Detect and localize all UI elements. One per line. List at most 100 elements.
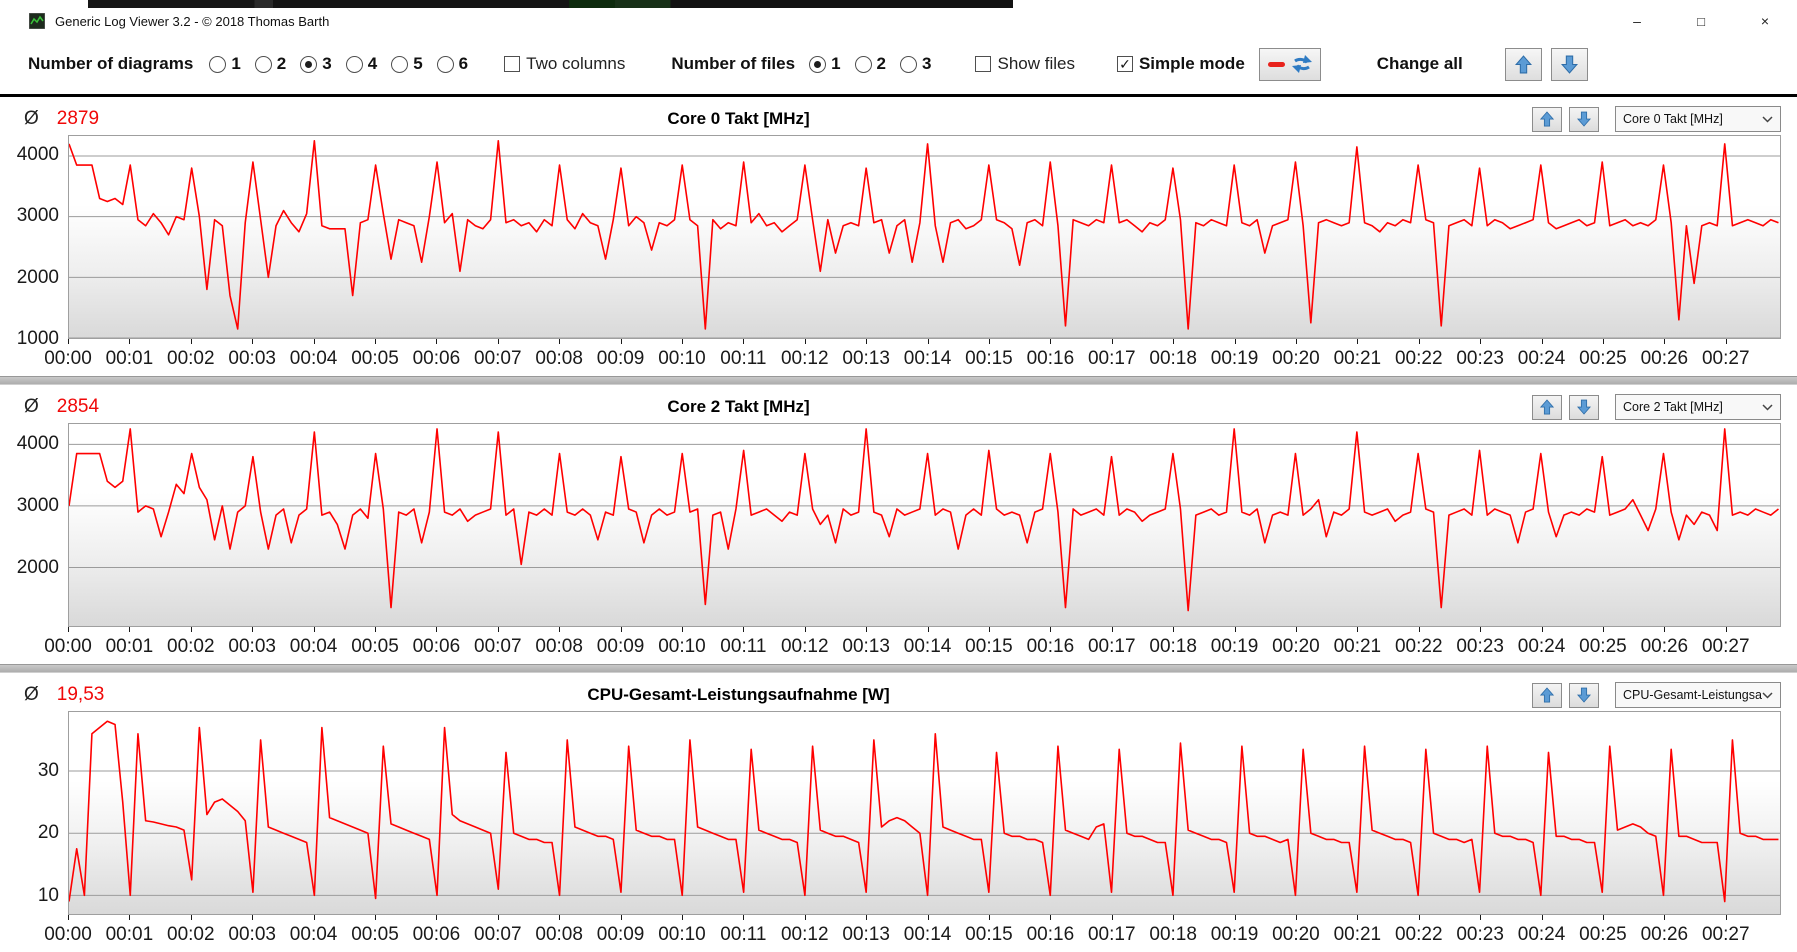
x-tick-label: 00:27 (1701, 636, 1750, 657)
x-axis-labels: 00:00 00:01 00:02 00:03 00:04 00:05 00:06 00:07… (44, 633, 1781, 659)
show-files-label: Show files (997, 54, 1075, 73)
move-chart-up-button[interactable] (1532, 682, 1562, 708)
radio-files-label: 1 (831, 54, 841, 73)
x-tick-label: 00:10 (658, 636, 706, 657)
window-title: Generic Log Viewer 3.2 - © 2018 Thomas B… (55, 13, 330, 29)
radio-files-label: 3 (922, 54, 932, 73)
x-tick-label: 00:16 (1026, 924, 1075, 945)
x-tick-mark (129, 915, 131, 920)
radio-diagrams-0[interactable] (209, 55, 227, 73)
y-tick-label: 1000 (16, 328, 59, 349)
chart-title: Core 0 Takt [MHz] (667, 109, 810, 128)
series-line (69, 429, 1778, 611)
radio-files-0[interactable] (809, 55, 827, 73)
y-tick-label: 20 (37, 822, 59, 844)
series-line (69, 141, 1778, 329)
x-tick-label: 00:02 (167, 348, 215, 369)
minimize-button[interactable]: – (1605, 8, 1669, 34)
radio-files-1[interactable] (854, 55, 872, 73)
plot-wrap: 00:00 00:01 00:02 00:03 00:04 00:05 00:06 00:07… (44, 423, 1781, 659)
series-dropdown-value: CPU-Gesamt-Leistungsau (1623, 688, 1762, 702)
move-chart-up-button[interactable] (1532, 106, 1562, 132)
panel-splitter[interactable] (0, 664, 1797, 673)
move-chart-down-button[interactable] (1569, 394, 1599, 420)
radio-diagrams-label: 2 (276, 54, 287, 73)
x-tick-label: 00:09 (596, 924, 645, 945)
radio-diagrams-1[interactable] (254, 55, 272, 73)
maximize-button[interactable]: □ (1669, 8, 1733, 34)
x-tick-label: 00:08 (535, 924, 583, 945)
series-line (69, 721, 1778, 901)
radio-diagrams-5[interactable] (436, 55, 454, 73)
x-tick-mark (252, 915, 254, 920)
x-tick-mark (129, 627, 131, 632)
radio-diagrams-3[interactable] (345, 55, 363, 73)
charts-area: Ø 2879 Core 0 Takt [MHz] Core 0 Takt [MH… (0, 97, 1797, 952)
y-tick-label: 4000 (16, 144, 59, 166)
x-tick-label: 00:09 (596, 636, 645, 657)
x-tick-label: 00:26 (1640, 924, 1689, 945)
radio-diagrams-4[interactable] (391, 55, 409, 73)
x-tick-label: 00:00 (44, 636, 92, 657)
close-button[interactable]: × (1733, 8, 1797, 34)
simple-mode-checkbox[interactable] (1116, 56, 1133, 72)
x-tick-mark (1418, 915, 1420, 920)
panel-splitter[interactable] (0, 376, 1797, 385)
x-axis-ticks (68, 627, 1781, 633)
x-axis-ticks (68, 339, 1781, 345)
move-chart-down-button[interactable] (1569, 682, 1599, 708)
move-chart-down-button[interactable] (1569, 106, 1599, 132)
chart-body: 2000 3000 4000 00:00 00:01 00:02 00:03 00:04 00… (6, 423, 1781, 659)
x-tick-label: 00:11 (720, 636, 767, 657)
x-tick-mark (1541, 627, 1543, 632)
y-tick-label: 30 (37, 759, 59, 781)
x-tick-mark (620, 915, 622, 920)
chart-body: 1000 2000 3000 4000 00:00 00:01 00:02 00:03 00:… (6, 135, 1781, 371)
x-tick-mark (1357, 915, 1359, 920)
x-tick-mark (436, 915, 438, 920)
x-tick-mark (681, 915, 683, 920)
x-tick-mark (1173, 627, 1175, 632)
average-readout: Ø 19,53 (24, 684, 136, 706)
two-columns-checkbox[interactable] (504, 56, 521, 72)
background-window-sliver (88, 0, 1013, 8)
show-files-checkbox[interactable] (975, 56, 992, 72)
x-tick-label: 00:20 (1272, 924, 1320, 945)
x-tick-label: 00:18 (1149, 924, 1197, 945)
series-dropdown[interactable]: CPU-Gesamt-Leistungsau (1615, 682, 1781, 708)
y-tick-label: 4000 (16, 432, 59, 454)
x-tick-label: 00:22 (1394, 636, 1443, 657)
x-tick-label: 00:11 (720, 348, 767, 369)
x-tick-mark (559, 627, 561, 632)
series-dropdown[interactable]: Core 0 Takt [MHz] (1615, 106, 1781, 132)
line-style-refresh-button[interactable] (1258, 47, 1321, 81)
average-symbol: Ø (24, 684, 39, 705)
x-tick-label: 00:19 (1210, 924, 1259, 945)
x-tick-mark (313, 627, 315, 632)
x-tick-label: 00:07 (474, 636, 522, 657)
x-tick-mark (1357, 627, 1359, 632)
x-tick-mark (1725, 339, 1727, 344)
x-tick-mark (1602, 339, 1604, 344)
x-tick-label: 00:22 (1394, 924, 1443, 945)
change-all-down-button[interactable] (1550, 47, 1588, 81)
x-tick-mark (374, 915, 376, 920)
radio-diagrams-2[interactable] (300, 55, 318, 73)
move-chart-up-button[interactable] (1532, 394, 1562, 420)
series-dropdown[interactable]: Core 2 Takt [MHz] (1615, 394, 1781, 420)
radio-files-2[interactable] (900, 55, 918, 73)
chevron-down-icon (1762, 115, 1773, 123)
x-tick-mark (743, 627, 745, 632)
x-tick-mark (620, 339, 622, 344)
simple-mode-label: Simple mode (1138, 54, 1245, 73)
x-tick-mark (988, 339, 990, 344)
change-all-up-button[interactable] (1504, 47, 1542, 81)
x-tick-label: 00:07 (474, 924, 522, 945)
x-tick-label: 00:16 (1026, 636, 1075, 657)
y-tick-label: 2000 (16, 266, 59, 288)
x-tick-label: 00:14 (903, 636, 952, 657)
x-tick-mark (436, 627, 438, 632)
x-tick-label: 00:15 (965, 636, 1013, 657)
average-value: 19,53 (56, 684, 105, 705)
x-tick-label: 00:01 (105, 924, 154, 945)
